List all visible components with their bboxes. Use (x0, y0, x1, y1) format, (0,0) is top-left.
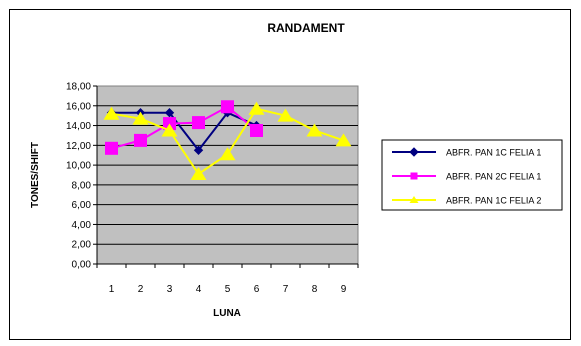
x-tick-label: 6 (254, 284, 260, 295)
legend: ABFR. PAN 1C FELIA 1 ABFR. PAN 2C FELIA 1… (392, 147, 541, 206)
y-tick-label: 16,00 (66, 101, 91, 112)
series-layer (103, 100, 352, 181)
data-point (105, 141, 118, 155)
data-point (103, 106, 120, 120)
legend-label: ABFR. PAN 2C FELIA 1 (446, 172, 541, 182)
y-tick-label: 4,00 (72, 220, 92, 231)
legend-item-1: ABFR. PAN 1C FELIA 1 (392, 147, 541, 158)
x-tick-label: 5 (225, 284, 231, 295)
x-tick-label: 3 (167, 284, 173, 295)
chart-title: RANDAMENT (267, 21, 345, 35)
data-point (221, 100, 234, 114)
data-point (192, 116, 205, 130)
data-point (161, 123, 178, 137)
x-tick-label: 8 (312, 284, 318, 295)
y-tick-label: 14,00 (66, 121, 91, 132)
legend-item-2: ABFR. PAN 2C FELIA 1 (392, 172, 541, 182)
x-axis-title: LUNA (213, 308, 241, 319)
data-point (193, 145, 204, 155)
y-tick-label: 0,00 (72, 260, 92, 271)
y-axis-title: TONES/SHIFT (30, 142, 41, 208)
data-point (248, 101, 265, 115)
y-tick-label: 8,00 (72, 180, 92, 191)
series-2 (105, 100, 263, 155)
y-tick-label: 2,00 (72, 240, 92, 251)
data-point (190, 167, 207, 181)
data-point (306, 123, 323, 137)
x-tick-label: 9 (341, 284, 347, 295)
data-point (134, 133, 147, 147)
data-point (250, 124, 263, 137)
legend-marker (410, 172, 418, 180)
data-point (277, 108, 294, 122)
data-point (219, 147, 236, 161)
data-point (164, 107, 175, 118)
legend-marker (409, 147, 419, 157)
y-tick-label: 6,00 (72, 200, 92, 211)
data-point (335, 133, 352, 147)
axis-layer: 0,00 2,00 4,00 6,00 8,00 10,00 12,00 14,00 16,00… (66, 82, 359, 295)
legend-item-3: ABFR. PAN 1C FELIA 2 (392, 196, 541, 206)
y-tick-label: 12,00 (66, 141, 91, 152)
legend-marker (409, 196, 419, 203)
y-tick-label: 10,00 (66, 161, 91, 172)
series-3 (103, 101, 352, 181)
x-tick-label: 2 (138, 284, 144, 295)
x-tick-label: 7 (283, 284, 289, 295)
x-tick-label: 1 (109, 284, 115, 295)
data-point (132, 111, 149, 125)
legend-label: ABFR. PAN 1C FELIA 1 (446, 148, 541, 158)
series-line (111, 111, 257, 152)
legend-label: ABFR. PAN 1C FELIA 2 (446, 196, 541, 206)
x-tick-label: 4 (196, 284, 202, 295)
y-tick-label: 18,00 (66, 82, 91, 93)
